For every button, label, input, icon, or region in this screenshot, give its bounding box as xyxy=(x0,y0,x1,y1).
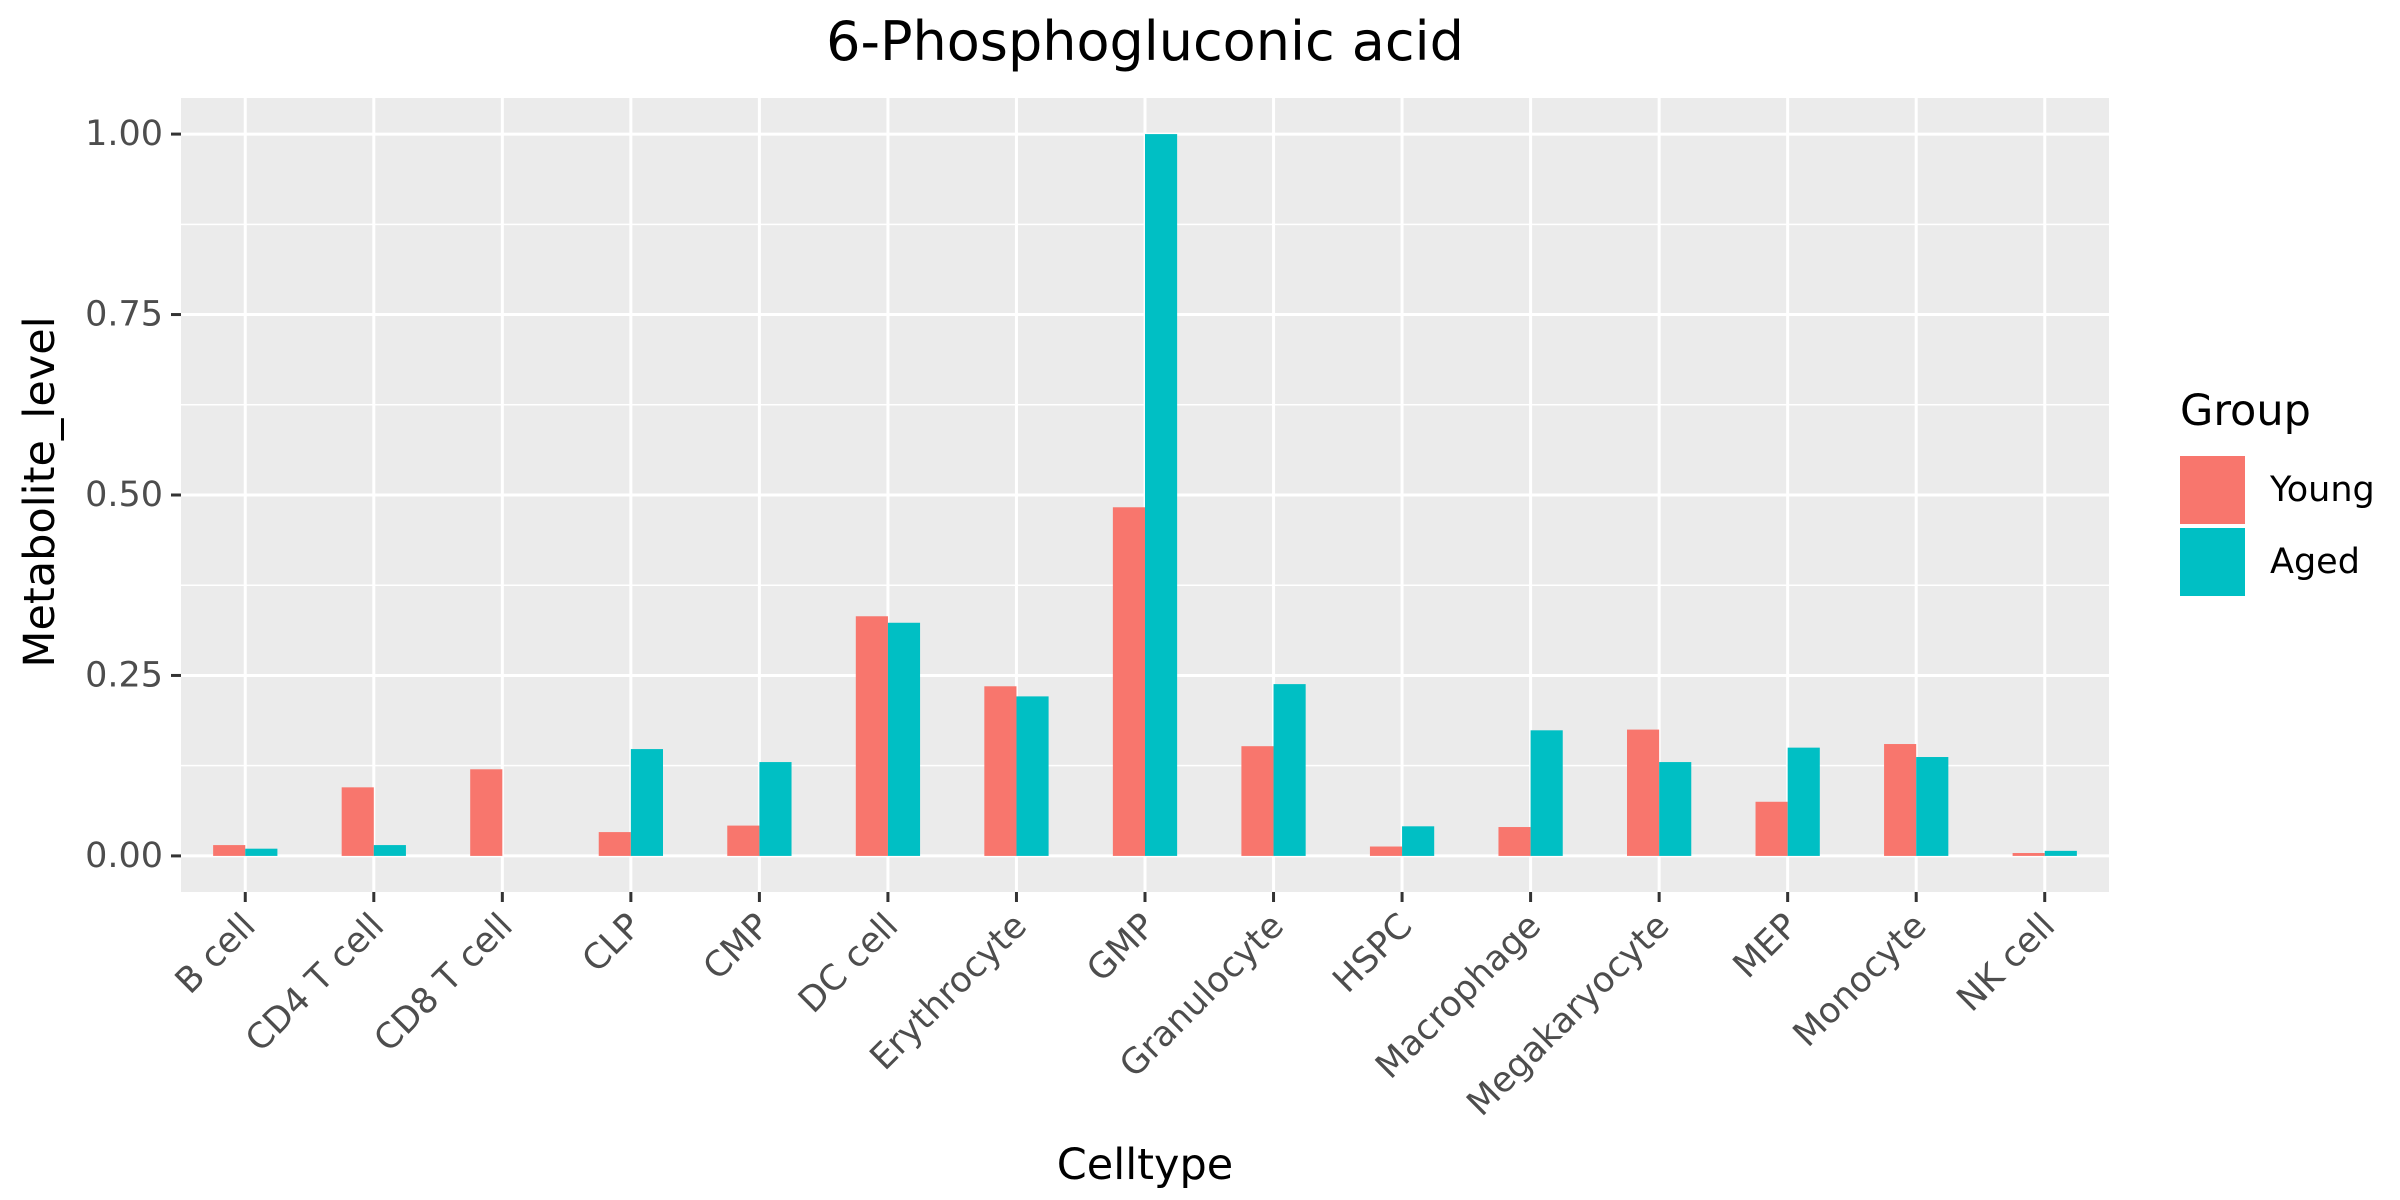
chart-title: 6-Phosphogluconic acid xyxy=(826,10,1464,73)
bar-aged-cd4-t-cell xyxy=(373,845,406,856)
legend-title: Group xyxy=(2180,386,2311,436)
x-tick-label: Monocyte xyxy=(1786,906,1935,1055)
x-tick-label: B cell xyxy=(168,906,264,1002)
bar-young-hspc xyxy=(1369,846,1403,856)
bar-aged-granulocyte xyxy=(1273,684,1306,856)
legend-label-aged: Aged xyxy=(2270,542,2360,582)
legend-swatch-aged xyxy=(2180,528,2245,596)
x-tick-label: DC cell xyxy=(791,906,906,1021)
bar-young-cd8-t-cell xyxy=(470,769,503,856)
bar-aged-monocyte xyxy=(1916,757,1949,856)
x-tick-label: NK cell xyxy=(1950,906,2063,1019)
y-axis: 0.00 0.25 0.50 0.75 1.00 xyxy=(85,114,181,876)
bar-young-macrophage xyxy=(1498,827,1531,856)
bar-young-megakaryocyte xyxy=(1627,729,1660,856)
bar-aged-erythrocyte xyxy=(1016,696,1049,856)
bar-young-gmp xyxy=(1112,507,1145,856)
legend-label-young: Young xyxy=(2269,470,2375,510)
y-tick-label: 0.75 xyxy=(85,295,163,335)
bar-aged-hspc xyxy=(1402,826,1435,856)
bar-aged-gmp xyxy=(1145,134,1178,856)
bar-aged-macrophage xyxy=(1530,730,1563,856)
y-tick-label: 0.25 xyxy=(85,655,163,695)
bar-aged-b-cell xyxy=(245,848,278,856)
y-tick-label: 1.00 xyxy=(85,114,163,154)
x-tick-label: GMP xyxy=(1080,906,1164,990)
legend-swatch-young xyxy=(2180,456,2245,524)
bar-aged-nk-cell xyxy=(2044,850,2077,856)
bar-young-erythrocyte xyxy=(984,686,1017,856)
bar-aged-cmp xyxy=(759,762,792,856)
bar-young-nk-cell xyxy=(2012,853,2045,856)
bar-young-b-cell xyxy=(213,845,246,856)
legend: Group Young Aged xyxy=(2180,386,2375,596)
bar-young-granulocyte xyxy=(1241,746,1274,856)
bars xyxy=(213,134,2077,856)
bar-aged-dc-cell xyxy=(887,622,921,856)
bar-aged-mep xyxy=(1787,747,1820,856)
x-tick-label: CMP xyxy=(696,906,778,988)
x-tick-label: CD8 T cell xyxy=(367,906,521,1060)
y-tick-label: 0.00 xyxy=(85,836,163,876)
x-tick-label: CLP xyxy=(575,906,649,980)
y-tick-label: 0.50 xyxy=(85,475,163,515)
bar-young-mep xyxy=(1755,801,1788,856)
x-tick-label: HSPC xyxy=(1326,906,1421,1001)
y-axis-title: Metabolite_level xyxy=(15,316,65,667)
bar-aged-clp xyxy=(630,749,663,856)
bar-young-cmp xyxy=(727,825,760,856)
x-axis-title: Celltype xyxy=(1057,1140,1233,1190)
x-tick-label: CD4 T cell xyxy=(238,906,392,1060)
bar-aged-megakaryocyte xyxy=(1659,762,1692,856)
x-tick-label: MEP xyxy=(1726,906,1806,986)
bar-young-monocyte xyxy=(1884,744,1917,856)
bar-young-clp xyxy=(598,832,631,856)
bar-young-cd4-t-cell xyxy=(341,787,374,856)
bar-young-dc-cell xyxy=(855,616,888,856)
